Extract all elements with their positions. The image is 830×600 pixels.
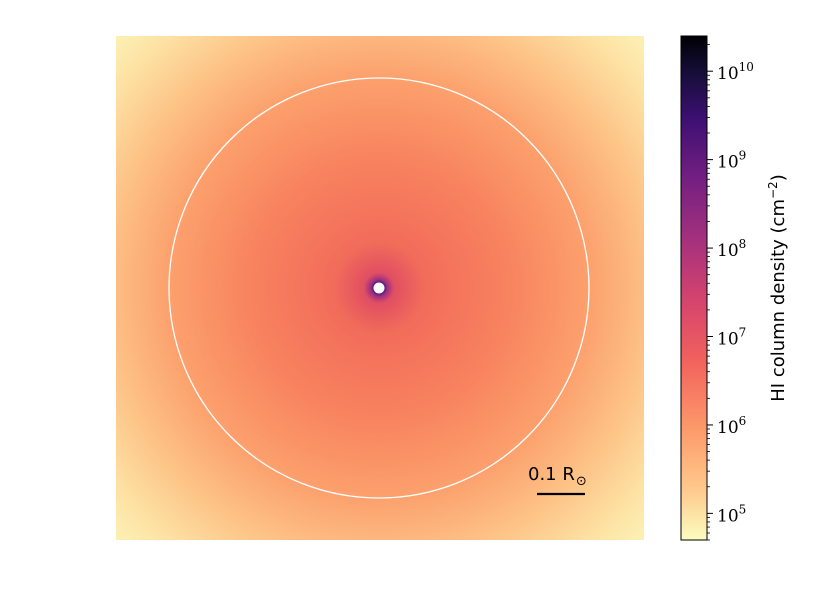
- colorbar-tick-label: 1010: [717, 60, 754, 84]
- central-source-marker: [373, 282, 385, 294]
- colorbar-tick-label: 108: [717, 237, 746, 261]
- colorbar-frame: [680, 35, 708, 541]
- colorbar-tick-label: 106: [717, 414, 746, 438]
- colorbar-ticks: 105 106 107 108 109 1010: [707, 44, 754, 541]
- scale-bar-label: 0.1 R⊙: [528, 464, 587, 489]
- scale-bar: 0.1 R⊙: [528, 464, 587, 496]
- colorbar-tick-label: 109: [717, 149, 746, 173]
- colorbar-tick-label: 105: [717, 502, 746, 526]
- colorbar-fill: [681, 36, 707, 540]
- colorbar: 105 106 107 108 109 1010 HI column density (c…: [680, 35, 789, 541]
- colorbar-title: HI column density (cm−2): [766, 174, 789, 401]
- density-map-panel: [116, 36, 644, 540]
- colorbar-tick-label: 107: [717, 326, 746, 350]
- reference-circle: [168, 77, 590, 499]
- sun-symbol: ⊙: [576, 474, 587, 489]
